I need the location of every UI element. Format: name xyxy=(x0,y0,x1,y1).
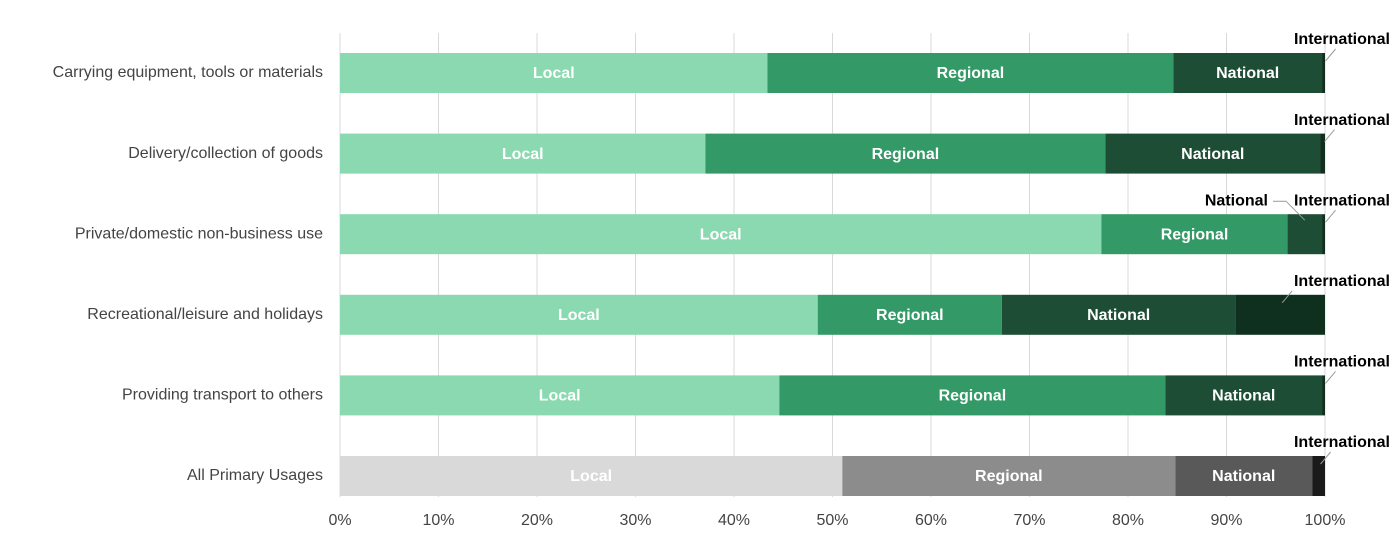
bar-segment xyxy=(340,133,706,174)
bar-segment xyxy=(705,133,1106,174)
bar-segment xyxy=(1312,456,1325,496)
segment-label: Regional xyxy=(1161,226,1229,243)
bar-segment xyxy=(1235,294,1325,335)
segment-label-outside: International xyxy=(1294,31,1390,48)
segment-label: Local xyxy=(502,146,544,163)
segment-label: Regional xyxy=(937,65,1005,82)
leader-line xyxy=(1325,48,1336,62)
bar-segment xyxy=(1287,214,1323,255)
x-tick-label: 0% xyxy=(328,512,351,529)
category-label: Private/domestic non-business use xyxy=(75,225,323,242)
category-label: Carrying equipment, tools or materials xyxy=(53,64,323,81)
bar-segment xyxy=(340,375,780,416)
bar-segment xyxy=(1322,214,1325,255)
x-tick-label: 60% xyxy=(915,512,947,529)
leader-line xyxy=(1325,209,1336,223)
category-label: Providing transport to others xyxy=(122,387,323,404)
category-label: All Primary Usages xyxy=(187,467,323,484)
bar-segment xyxy=(340,294,818,335)
segment-label: National xyxy=(1212,468,1275,485)
segment-label: Local xyxy=(570,468,612,485)
x-tick-label: 100% xyxy=(1305,512,1346,529)
bar-segment xyxy=(340,456,843,496)
segment-label: Regional xyxy=(872,146,940,163)
bar-segment xyxy=(1320,133,1325,174)
bar-segment xyxy=(817,294,1002,335)
leader-line xyxy=(1272,200,1306,221)
x-tick-label: 10% xyxy=(422,512,454,529)
segment-label-outside: International xyxy=(1294,354,1390,371)
x-tick-label: 90% xyxy=(1210,512,1242,529)
segment-label: Regional xyxy=(975,468,1043,485)
bar-segment xyxy=(1173,53,1323,93)
segment-label: Local xyxy=(539,388,581,405)
segment-label: Regional xyxy=(876,307,944,324)
segment-label: National xyxy=(1181,146,1244,163)
bar-segment xyxy=(1175,456,1313,496)
bar-segment xyxy=(1001,294,1236,335)
segment-label-outside: International xyxy=(1294,273,1390,290)
segment-label: Local xyxy=(533,65,575,82)
segment-label-outside: National xyxy=(1205,192,1268,209)
x-tick-label: 50% xyxy=(816,512,848,529)
x-tick-label: 40% xyxy=(718,512,750,529)
bar-segment xyxy=(779,375,1166,416)
leader-line xyxy=(1325,371,1336,384)
segment-label-outside: International xyxy=(1294,112,1390,129)
category-label: Recreational/leisure and holidays xyxy=(87,306,323,323)
bar-segment xyxy=(1101,214,1288,255)
segment-label-outside: International xyxy=(1294,192,1390,209)
bar-segment xyxy=(842,456,1176,496)
segment-label: National xyxy=(1216,65,1279,82)
leader-line xyxy=(1281,290,1293,304)
segment-label-outside: International xyxy=(1294,434,1390,451)
x-tick-label: 80% xyxy=(1112,512,1144,529)
bar-segment xyxy=(1322,375,1325,416)
bar-segment xyxy=(340,53,768,93)
leader-line xyxy=(1320,451,1331,465)
bar-segment xyxy=(340,214,1102,255)
segment-label: Local xyxy=(700,226,742,243)
segment-label: Local xyxy=(558,307,600,324)
segment-label: National xyxy=(1212,388,1275,405)
bar-segment xyxy=(1105,133,1321,174)
bar-segment xyxy=(767,53,1174,93)
segment-label: National xyxy=(1087,307,1150,324)
x-tick-label: 30% xyxy=(619,512,651,529)
bar-segment xyxy=(1165,375,1323,416)
x-tick-label: 20% xyxy=(521,512,553,529)
segment-label: Regional xyxy=(939,388,1007,405)
bar-segment xyxy=(1322,53,1325,93)
x-tick-label: 70% xyxy=(1013,512,1045,529)
leader-line xyxy=(1324,129,1335,142)
category-label: Delivery/collection of goods xyxy=(128,145,323,162)
